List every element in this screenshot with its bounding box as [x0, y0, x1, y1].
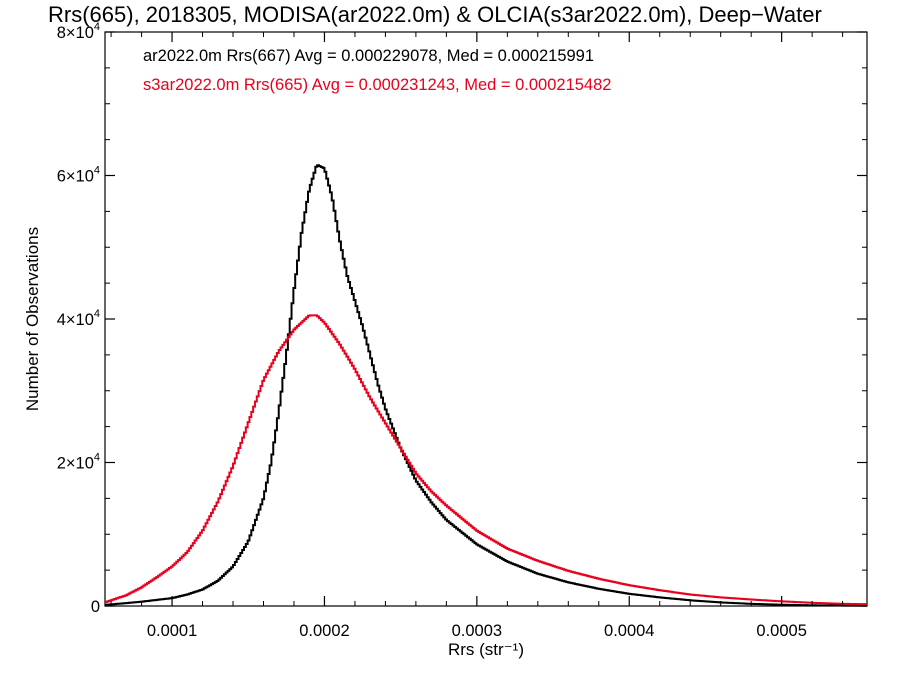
- y-tick-label: 6×104: [57, 165, 100, 186]
- x-tick-label: 0.0001: [147, 622, 197, 640]
- x-axis-label: Rrs (str⁻¹): [448, 640, 524, 659]
- x-axis: 0.0001 0.0002 0.0003 0.0004 0.0005: [110, 32, 844, 640]
- x-tick-label: 0.0002: [299, 622, 349, 640]
- legend: ar2022.0m Rrs(667) Avg = 0.000229078, Me…: [143, 47, 611, 94]
- legend-entry-modisa: ar2022.0m Rrs(667) Avg = 0.000229078, Me…: [143, 47, 594, 65]
- series-line-olcia: [105, 314, 867, 606]
- y-tick-label: 4×104: [57, 308, 100, 329]
- y-tick-label: 8×104: [57, 21, 100, 42]
- series-line-modisa: [105, 164, 867, 607]
- y-axis: 0 2×104 4×104 6×104 8×104: [57, 21, 867, 616]
- y-tick-label: 0: [91, 598, 100, 616]
- chart-title: Rrs(665), 2018305, MODISA(ar2022.0m) & O…: [48, 2, 822, 27]
- y-axis-label: Number of Observations: [23, 227, 42, 411]
- plot-frame: [104, 31, 868, 607]
- series-layer: [105, 164, 867, 607]
- legend-entry-olcia: s3ar2022.0m Rrs(665) Avg = 0.000231243, …: [143, 76, 611, 94]
- y-tick-label: 2×104: [57, 452, 100, 473]
- x-tick-label: 0.0003: [452, 622, 502, 640]
- x-tick-label: 0.0004: [604, 622, 654, 640]
- x-tick-label: 0.0005: [756, 622, 806, 640]
